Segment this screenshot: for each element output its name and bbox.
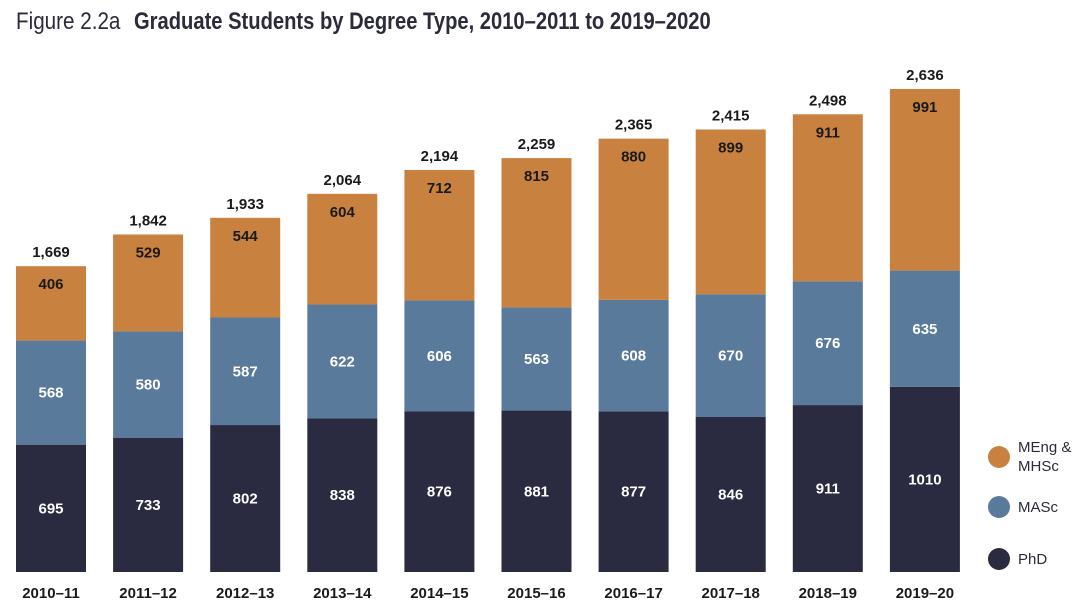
data-label-phd: 838	[330, 487, 355, 504]
bar-segment-phd	[695, 416, 766, 572]
data-label-masc: 587	[233, 363, 258, 380]
total-label: 2,064	[324, 172, 362, 189]
bar-segment-meng	[598, 138, 669, 300]
x-tick-label: 2012–13	[216, 585, 274, 602]
data-label-masc: 622	[330, 353, 355, 370]
total-label: 2,365	[615, 117, 653, 134]
legend-item-masc: MASc	[988, 496, 1080, 518]
bar-segment-masc	[16, 340, 86, 445]
total-label: 1,842	[129, 212, 167, 229]
bar-segment-masc	[404, 300, 475, 412]
data-label-phd: 733	[136, 497, 161, 514]
bar-segment-meng	[307, 193, 378, 305]
data-label-meng: 880	[621, 149, 646, 166]
legend-item-phd: PhD	[988, 548, 1080, 570]
bar-segment-masc	[501, 307, 572, 411]
bar-segment-phd	[501, 410, 572, 572]
bar-segment-phd	[210, 425, 281, 572]
chart-title-block: Figure 2.2a Graduate Students by Degree …	[16, 8, 711, 36]
data-label-meng: 815	[524, 168, 549, 185]
data-label-phd: 1010	[908, 471, 941, 488]
x-tick-label: 2017–18	[701, 585, 759, 602]
x-tick-label: 2013–14	[313, 585, 372, 602]
legend-swatch-masc	[988, 496, 1010, 518]
total-label: 1,669	[32, 244, 70, 261]
bar-segment-masc	[113, 331, 184, 438]
total-label: 2,498	[809, 92, 847, 109]
data-label-meng: 604	[330, 204, 356, 221]
total-label: 2,194	[421, 148, 459, 165]
data-label-masc: 608	[621, 348, 646, 365]
total-label: 2,259	[518, 136, 556, 153]
data-label-masc: 580	[136, 377, 161, 394]
data-label-phd: 881	[524, 483, 549, 500]
x-tick-label: 2018–19	[799, 585, 857, 602]
total-label: 2,636	[906, 67, 944, 84]
figure-label: Figure 2.2a	[16, 8, 121, 35]
data-label-phd: 846	[718, 486, 743, 503]
data-label-masc: 568	[38, 385, 63, 402]
data-label-phd: 877	[621, 484, 646, 501]
bar-segment-masc	[792, 281, 863, 406]
data-label-masc: 676	[815, 335, 840, 352]
bar-segment-meng	[889, 89, 960, 271]
bar-segment-phd	[404, 411, 475, 572]
bar-segment-masc	[889, 270, 960, 387]
bar-segment-meng	[695, 129, 766, 295]
x-tick-label: 2015–16	[507, 585, 565, 602]
data-label-meng: 911	[816, 124, 840, 141]
data-label-phd: 876	[427, 484, 452, 501]
bar-segment-phd	[889, 386, 960, 572]
bar-segment-masc	[695, 294, 766, 417]
x-tick-label: 2014–15	[410, 585, 468, 602]
data-label-phd: 911	[816, 481, 840, 498]
total-label: 2,415	[712, 107, 750, 124]
bar-segment-masc	[598, 299, 669, 412]
bar-segment-meng	[210, 217, 281, 318]
legend-label-meng: MEng & MHSc	[1018, 439, 1072, 475]
bar-segment-meng	[16, 266, 86, 341]
bar-segment-meng	[792, 114, 863, 282]
bar-segment-phd	[792, 405, 863, 572]
data-label-masc: 563	[524, 351, 549, 368]
x-tick-label: 2010–11	[22, 585, 80, 602]
legend-swatch-meng	[988, 446, 1010, 468]
data-label-masc: 606	[427, 348, 452, 365]
x-tick-label: 2016–17	[604, 585, 662, 602]
legend-item-meng: MEng & MHSc	[988, 438, 1080, 476]
data-label-meng: 544	[233, 228, 259, 245]
legend-label-masc: MASc	[1018, 498, 1059, 516]
bar-segment-meng	[501, 158, 572, 308]
bar-segment-phd	[598, 411, 669, 572]
data-label-phd: 695	[38, 500, 63, 517]
bar-segment-masc	[210, 317, 281, 426]
total-label: 1,933	[226, 196, 264, 213]
bar-segment-masc	[307, 304, 378, 419]
legend-label-phd: PhD	[1018, 550, 1048, 568]
data-label-meng: 406	[38, 276, 63, 293]
data-label-meng: 899	[718, 139, 743, 156]
data-label-masc: 635	[912, 321, 937, 338]
bar-segment-meng	[404, 169, 475, 301]
legend-swatch-phd	[988, 548, 1010, 570]
x-tick-label: 2019–20	[896, 585, 954, 602]
bar-segment-phd	[113, 437, 184, 572]
bar-segment-meng	[113, 234, 184, 332]
data-label-phd: 802	[233, 491, 258, 508]
x-tick-label: 2011–12	[119, 585, 177, 602]
data-label-meng: 529	[136, 244, 161, 261]
bar-segment-phd	[16, 444, 86, 572]
chart-title: Graduate Students by Degree Type, 2010–2…	[134, 8, 711, 35]
data-label-meng: 712	[427, 180, 452, 197]
data-label-meng: 991	[912, 99, 937, 116]
data-label-masc: 670	[718, 348, 743, 365]
bar-segment-phd	[307, 418, 378, 572]
